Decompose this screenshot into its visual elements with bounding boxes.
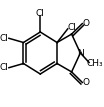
Text: CH₃: CH₃ bbox=[86, 59, 103, 68]
Text: O: O bbox=[82, 19, 89, 28]
Text: Cl: Cl bbox=[0, 34, 9, 43]
Text: Cl: Cl bbox=[36, 9, 45, 18]
Text: Cl: Cl bbox=[68, 23, 77, 32]
Text: N: N bbox=[77, 48, 84, 57]
Text: O: O bbox=[82, 78, 89, 87]
Text: Cl: Cl bbox=[0, 63, 9, 72]
